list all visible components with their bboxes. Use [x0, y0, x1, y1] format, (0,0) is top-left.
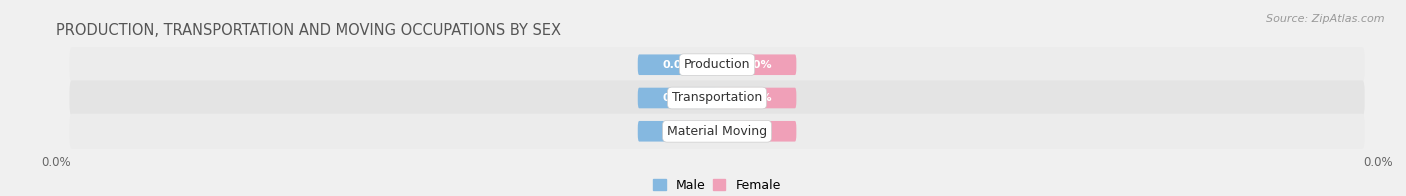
FancyBboxPatch shape: [717, 121, 796, 142]
Text: 0.0%: 0.0%: [741, 126, 772, 136]
FancyBboxPatch shape: [638, 54, 717, 75]
FancyBboxPatch shape: [717, 54, 796, 75]
Text: PRODUCTION, TRANSPORTATION AND MOVING OCCUPATIONS BY SEX: PRODUCTION, TRANSPORTATION AND MOVING OC…: [56, 23, 561, 38]
Text: 0.0%: 0.0%: [741, 93, 772, 103]
Text: 0.0%: 0.0%: [741, 60, 772, 70]
Text: 0.0%: 0.0%: [662, 126, 693, 136]
FancyBboxPatch shape: [69, 114, 1365, 149]
Text: Source: ZipAtlas.com: Source: ZipAtlas.com: [1267, 14, 1385, 24]
FancyBboxPatch shape: [69, 81, 1365, 115]
Text: 0.0%: 0.0%: [662, 93, 693, 103]
Text: Production: Production: [683, 58, 751, 71]
FancyBboxPatch shape: [638, 88, 717, 108]
FancyBboxPatch shape: [717, 88, 796, 108]
Legend: Male, Female: Male, Female: [654, 179, 780, 192]
Text: Transportation: Transportation: [672, 92, 762, 104]
FancyBboxPatch shape: [69, 47, 1365, 82]
Text: Material Moving: Material Moving: [666, 125, 768, 138]
FancyBboxPatch shape: [638, 121, 717, 142]
Text: 0.0%: 0.0%: [662, 60, 693, 70]
